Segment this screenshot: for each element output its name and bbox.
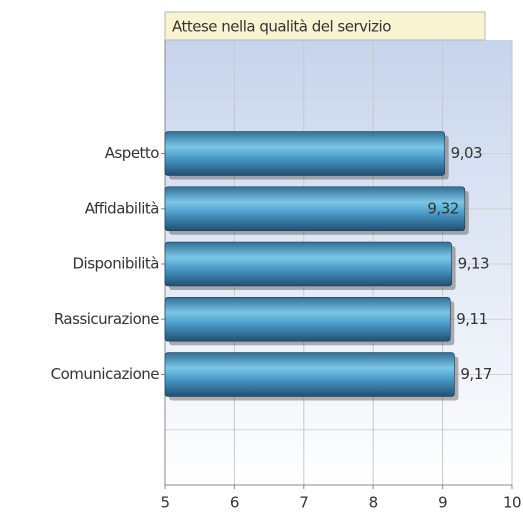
- value-label: 9,03: [451, 144, 482, 162]
- x-tick-label: 9: [438, 494, 447, 512]
- bar: [164, 186, 466, 232]
- x-tick-label: 6: [230, 494, 239, 512]
- y-tick-label: Affidabilità: [85, 199, 159, 217]
- value-label: 9,32: [427, 199, 458, 217]
- bar: [164, 241, 452, 287]
- x-tick-label: 7: [299, 494, 308, 512]
- x-tick-label: 8: [369, 494, 378, 512]
- y-tick-label: Comunicazione: [51, 365, 160, 383]
- value-label: 9,13: [458, 255, 489, 273]
- value-label: 9,11: [456, 310, 487, 328]
- chart-title: Attese nella qualità del servizio: [172, 18, 391, 36]
- x-tick-label: 10: [503, 494, 521, 512]
- y-tick-label: Aspetto: [105, 144, 160, 162]
- y-tick-label: Rassicurazione: [54, 310, 159, 328]
- x-tick-label: 5: [160, 494, 169, 512]
- title-box: [164, 11, 486, 41]
- bar: [164, 131, 445, 176]
- value-label: 9,17: [460, 365, 491, 383]
- bar: [164, 296, 451, 342]
- bar: [164, 352, 455, 397]
- y-tick-label: Disponibilità: [72, 255, 159, 273]
